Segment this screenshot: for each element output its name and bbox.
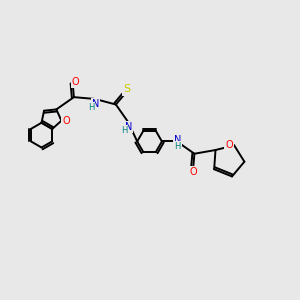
Text: S: S [123,84,130,94]
Text: N: N [174,135,181,145]
Text: O: O [190,167,198,177]
Text: N: N [92,99,100,109]
Text: O: O [62,116,70,126]
Text: H: H [174,142,181,151]
Text: N: N [125,122,132,132]
Text: H: H [121,126,127,135]
Text: O: O [225,140,233,150]
Text: H: H [88,103,94,112]
Text: O: O [72,77,80,87]
